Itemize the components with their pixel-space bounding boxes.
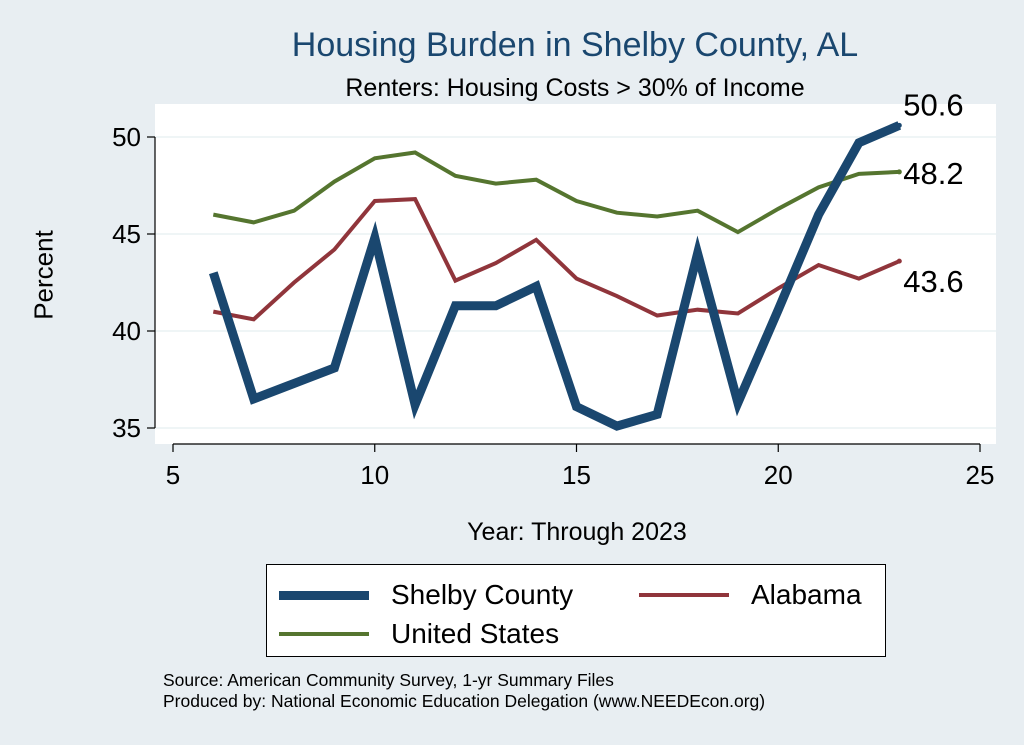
x-axis-label: Year: Through 2023 — [467, 518, 687, 546]
end-labels: 50.6 48.2 43.6 — [903, 87, 963, 299]
x-tick-label-10: 10 — [360, 460, 389, 490]
y-tick-label-45: 45 — [112, 219, 141, 249]
gridlines — [155, 136, 996, 429]
y-tick-label-50: 50 — [112, 122, 141, 152]
end-label-united-states: 48.2 — [903, 156, 963, 191]
series-line-united-states — [212, 150, 900, 235]
y-axis-label: Percent — [28, 230, 59, 320]
legend-label-alabama: Alabama — [751, 579, 862, 610]
series-end-point-shelby-county — [896, 122, 902, 128]
legend-label-shelby-county: Shelby County — [391, 579, 574, 610]
x-tick-label-5: 5 — [166, 460, 180, 490]
series-line-shelby-county — [209, 121, 902, 431]
y-tick-label-40: 40 — [112, 316, 141, 346]
series-layer — [209, 121, 902, 431]
chart-title: Housing Burden in Shelby County, AL — [291, 26, 859, 64]
x-tick-label-25: 25 — [966, 460, 995, 490]
legend-label-united-states: United States — [391, 618, 560, 649]
legend-swatch-shelby-county — [279, 590, 369, 600]
source-line: Source: American Community Survey, 1-yr … — [163, 670, 614, 690]
y-tick-label-35: 35 — [112, 413, 141, 443]
producer-line: Produced by: National Economic Education… — [163, 691, 766, 711]
source-note: Source: American Community Survey, 1-yr … — [163, 670, 765, 712]
legend-item-shelby-county: Shelby County — [279, 579, 573, 611]
x-tick-label-20: 20 — [764, 460, 793, 490]
series-end-point-alabama — [896, 258, 902, 264]
end-label-shelby-county: 50.6 — [903, 87, 963, 122]
legend-swatch-united-states — [279, 632, 369, 636]
legend-swatch-alabama — [639, 593, 729, 597]
chart-subtitle: Renters: Housing Costs > 30% of Income — [345, 74, 805, 102]
legend-item-united-states: United States — [279, 618, 559, 650]
end-label-alabama: 43.6 — [903, 264, 963, 299]
legend-item-alabama: Alabama — [639, 579, 862, 611]
axes: 35 40 45 50 5 10 15 20 25 — [112, 122, 994, 490]
series-end-point-united-states — [896, 169, 902, 175]
x-tick-label-15: 15 — [562, 460, 591, 490]
legend: Shelby County Alabama United States — [266, 564, 886, 657]
